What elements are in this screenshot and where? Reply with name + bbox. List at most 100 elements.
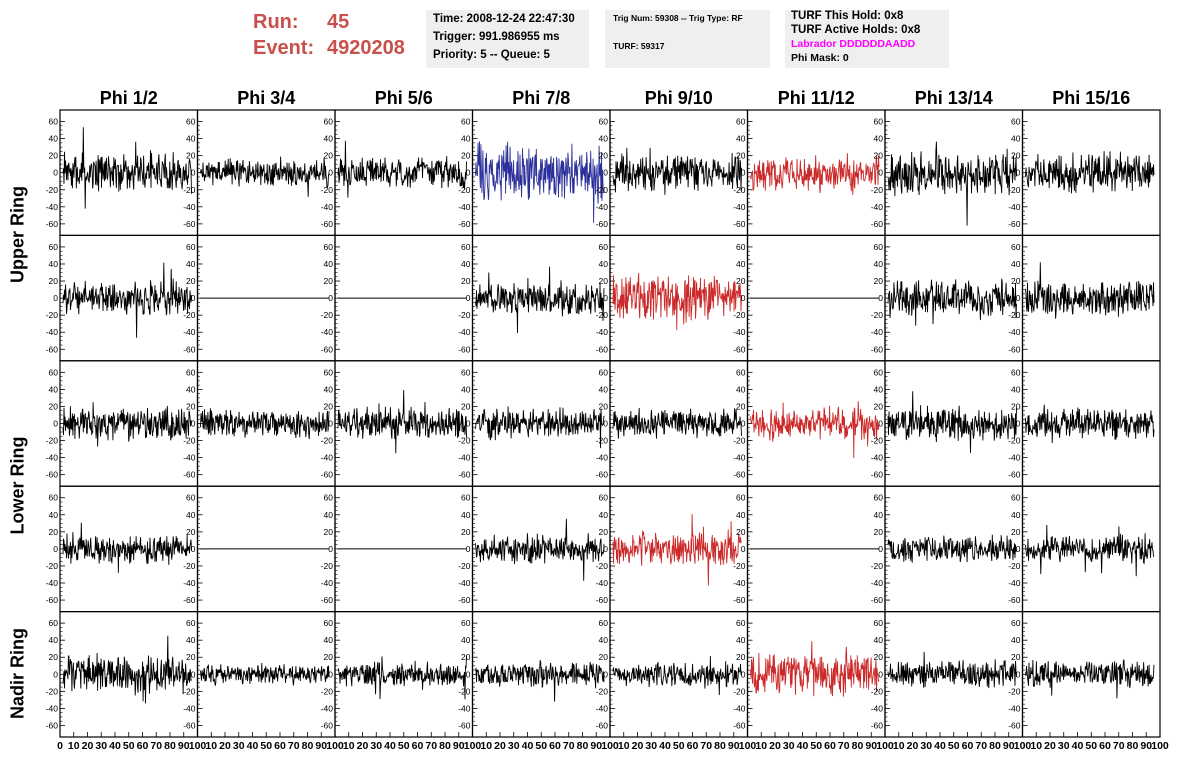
y-tick-label: 40 <box>324 259 334 269</box>
waveform-trace <box>887 534 1017 563</box>
y-tick-label: -40 <box>321 327 334 337</box>
x-tick-label: 60 <box>1099 740 1111 752</box>
y-tick-label: 60 <box>1011 493 1021 503</box>
y-tick-label: 0 <box>878 669 883 679</box>
y-tick-label: 40 <box>461 384 471 394</box>
x-tick-label: 80 <box>989 740 1001 752</box>
x-tick-label: 50 <box>535 740 547 752</box>
y-tick-label: 0 <box>328 419 333 429</box>
y-tick-label: -20 <box>321 561 334 571</box>
y-tick-label: 20 <box>736 527 746 537</box>
x-tick-label: 40 <box>109 740 121 752</box>
x-tick-label: 10 <box>618 740 630 752</box>
y-tick-label: 60 <box>49 242 59 252</box>
y-tick-label: -20 <box>321 185 334 195</box>
y-tick-label: -60 <box>733 720 746 730</box>
x-tick-label: 70 <box>838 740 850 752</box>
y-tick-label: -20 <box>1008 185 1021 195</box>
y-tick-label: 40 <box>1011 259 1021 269</box>
x-tick-label: 80 <box>714 740 726 752</box>
y-tick-label: 20 <box>461 527 471 537</box>
y-tick-label: -40 <box>321 202 334 212</box>
y-tick-label: 0 <box>53 168 58 178</box>
y-tick-label: 60 <box>324 242 334 252</box>
y-tick-label: -60 <box>321 720 334 730</box>
y-tick-label: -40 <box>183 202 196 212</box>
x-tick-label: 60 <box>824 740 836 752</box>
x-tick-label: 50 <box>260 740 272 752</box>
y-tick-label: -60 <box>596 219 609 229</box>
y-tick-label: -40 <box>733 453 746 463</box>
y-tick-label: 60 <box>736 117 746 127</box>
y-tick-label: 60 <box>49 367 59 377</box>
x-tick-label: 40 <box>1072 740 1084 752</box>
column-header: Phi 5/6 <box>374 88 433 108</box>
turf-box: TURF This Hold: 0x8 TURF Active Holds: 0… <box>785 10 949 68</box>
y-tick-label: 40 <box>1011 510 1021 520</box>
y-tick-label: -20 <box>458 561 471 571</box>
y-tick-label: 40 <box>49 510 59 520</box>
y-tick-label: -60 <box>458 219 471 229</box>
x-tick-label: 30 <box>233 740 245 752</box>
y-tick-label: 20 <box>186 401 196 411</box>
y-tick-label: -40 <box>46 202 59 212</box>
waveform-trace <box>612 656 742 696</box>
waveform-trace <box>1025 262 1155 319</box>
x-tick-label: 100 <box>1151 740 1169 752</box>
waveform-trace <box>337 389 467 454</box>
y-tick-label: 20 <box>49 527 59 537</box>
y-tick-label: 0 <box>741 419 746 429</box>
y-tick-label: 0 <box>1016 544 1021 554</box>
y-tick-label: 40 <box>599 134 609 144</box>
y-tick-label: 40 <box>874 134 884 144</box>
y-tick-label: -20 <box>1008 686 1021 696</box>
y-tick-label: 20 <box>736 276 746 286</box>
y-tick-label: -40 <box>1008 202 1021 212</box>
waveform-trace <box>1025 404 1155 444</box>
y-tick-label: 60 <box>186 618 196 628</box>
waveform-trace <box>612 272 742 331</box>
y-tick-label: -20 <box>871 310 884 320</box>
y-tick-label: 60 <box>1011 367 1021 377</box>
waveform-trace <box>887 651 1017 689</box>
y-tick-label: 60 <box>874 117 884 127</box>
y-tick-label: 60 <box>599 367 609 377</box>
y-tick-label: 40 <box>1011 384 1021 394</box>
y-tick-label: -60 <box>183 470 196 480</box>
y-tick-label: -20 <box>46 686 59 696</box>
y-tick-label: -20 <box>1008 561 1021 571</box>
y-tick-label: -40 <box>871 453 884 463</box>
y-tick-label: 0 <box>191 168 196 178</box>
y-tick-label: 40 <box>736 259 746 269</box>
y-tick-label: 40 <box>49 134 59 144</box>
y-tick-label: 0 <box>1016 669 1021 679</box>
x-tick-label: 20 <box>494 740 506 752</box>
y-tick-label: -60 <box>183 595 196 605</box>
y-tick-label: 0 <box>878 168 883 178</box>
y-tick-label: 40 <box>874 635 884 645</box>
y-tick-label: -60 <box>871 344 884 354</box>
y-tick-label: -40 <box>1008 453 1021 463</box>
x-tick-label: 20 <box>82 740 94 752</box>
y-tick-label: 0 <box>328 293 333 303</box>
x-tick-label: 40 <box>522 740 534 752</box>
waveform-trace <box>612 514 742 586</box>
x-tick-label: 60 <box>687 740 699 752</box>
y-tick-label: 20 <box>736 652 746 662</box>
y-tick-label: 60 <box>324 493 334 503</box>
y-tick-label: -20 <box>733 436 746 446</box>
x-tick-label: 20 <box>632 740 644 752</box>
y-tick-label: 20 <box>599 652 609 662</box>
y-tick-label: 40 <box>324 635 334 645</box>
y-tick-label: -60 <box>46 219 59 229</box>
y-tick-label: -60 <box>46 470 59 480</box>
x-tick-label: 100 <box>739 740 757 752</box>
x-tick-label: 50 <box>1085 740 1097 752</box>
y-tick-label: 60 <box>599 493 609 503</box>
waveform-trace <box>62 127 192 209</box>
y-tick-label: 0 <box>878 544 883 554</box>
y-tick-label: -40 <box>733 703 746 713</box>
waveform-trace <box>887 141 1017 226</box>
y-tick-label: 60 <box>736 493 746 503</box>
y-tick-label: 60 <box>1011 242 1021 252</box>
